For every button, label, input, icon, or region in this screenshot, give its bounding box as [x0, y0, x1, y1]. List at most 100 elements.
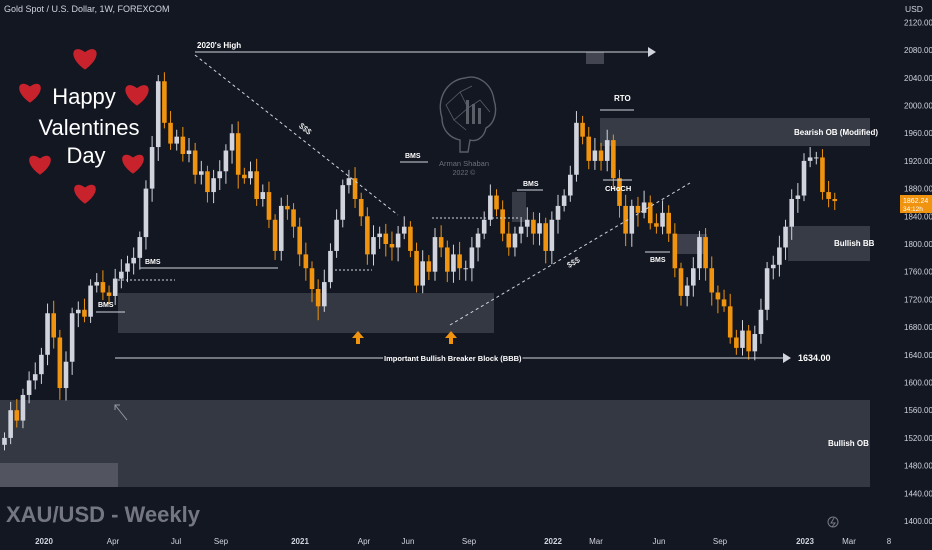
candle [39, 354, 44, 375]
candle [826, 192, 831, 199]
annotation-bms-5: BMS [650, 257, 666, 264]
annotation-2020-high: 2020's High [197, 41, 241, 50]
candle [783, 226, 788, 248]
annotation-bms-1: BMS [98, 302, 114, 309]
annotation-bms-4: BMS [523, 181, 539, 188]
price-tick: 1720.00 [904, 295, 932, 304]
price-tick: 1800.00 [904, 240, 932, 249]
candle [721, 299, 727, 307]
greeting-line-1: Happy [52, 84, 116, 109]
candle [672, 233, 678, 269]
candle [334, 219, 339, 251]
candle [174, 136, 179, 144]
candle [635, 205, 641, 213]
candle [82, 309, 87, 317]
candle [469, 247, 475, 269]
annotation-bearish-ob: Bearish OB (Modified) [794, 128, 878, 137]
time-tick: 2020 [35, 537, 53, 546]
small-ob-zone-1 [586, 52, 604, 64]
annotation-bms-3: BMS [405, 153, 421, 160]
candle [752, 334, 758, 352]
candle [684, 285, 690, 296]
time-tick: Jun [402, 537, 415, 546]
candle [100, 282, 106, 293]
time-axis[interactable]: 2020 Apr Jul Sep 2021 Apr Jun Sep 2022 Mar Jun Sep 2… [35, 537, 892, 546]
candle [789, 198, 794, 227]
candle [266, 192, 272, 220]
candle [137, 237, 143, 258]
candle [666, 212, 671, 234]
header-symbol: Gold Spot / U.S. Dollar, 1W, FOREXCOM [4, 4, 170, 14]
time-tick: Jul [171, 537, 181, 546]
time-tick: Mar [589, 537, 603, 546]
candle [358, 198, 364, 217]
candle [254, 171, 259, 199]
price-tick: 2000.00 [904, 102, 932, 111]
candle [801, 160, 807, 196]
bullish-bb-zone [788, 226, 870, 261]
candle [475, 233, 481, 248]
bullish-ob-zone [0, 400, 870, 487]
candle [383, 233, 389, 244]
greeting-card: Happy Valentines Day [19, 49, 149, 204]
candle [69, 313, 75, 362]
candle [180, 136, 186, 154]
candle [426, 261, 432, 272]
time-tick: Sep [214, 537, 229, 546]
candle [143, 188, 149, 238]
candle [389, 244, 395, 248]
candle [278, 205, 284, 251]
candle [346, 178, 352, 186]
high-2020-arrowhead [648, 47, 656, 57]
candle [217, 171, 223, 179]
candle [106, 292, 112, 296]
bearish-ob-zone [600, 118, 870, 146]
zones-layer [0, 52, 870, 487]
candle [155, 81, 161, 148]
candle [488, 195, 493, 220]
logo-year: 2022 © [453, 169, 477, 177]
candle [611, 140, 616, 179]
candle [205, 171, 210, 193]
candle [248, 171, 253, 179]
candle [641, 202, 647, 213]
heart-icon [73, 49, 97, 70]
candle [568, 174, 573, 196]
candle [285, 205, 290, 210]
pointer-arrowhead [114, 404, 120, 410]
time-tick: Sep [713, 537, 728, 546]
price-tick: 2040.00 [904, 74, 932, 83]
price-tick: 1840.00 [904, 212, 932, 221]
candle [758, 309, 764, 335]
candle [371, 237, 376, 255]
candle [26, 380, 32, 395]
candle [500, 209, 505, 234]
candle [660, 212, 665, 227]
candle [168, 122, 173, 144]
trendline-descending [194, 54, 399, 216]
candle [272, 219, 278, 251]
annotation-1634: 1634.00 [798, 353, 831, 363]
candle [494, 195, 499, 210]
candle [377, 233, 382, 238]
price-tick: 1400.00 [904, 517, 932, 526]
candle [162, 81, 167, 123]
bbb-arrowhead [783, 353, 791, 363]
price-axis[interactable]: USD 2120.00 2080.00 2040.00 2000.00 1960.00 1… [904, 4, 932, 526]
candle [57, 337, 63, 389]
candle [186, 150, 192, 154]
greeting-line-2: Valentines [38, 115, 139, 140]
up-arrow-icon [352, 331, 364, 344]
annotation-choch: CHoCH [605, 184, 631, 193]
chart-watermark: XAU/USD - Weekly [6, 502, 201, 527]
brain-logo: Arman Shaban 2022 © [439, 76, 497, 177]
lightning-icon[interactable] [827, 516, 839, 528]
small-ob-zone-3 [512, 192, 526, 222]
candle [432, 237, 438, 272]
candle [63, 361, 69, 389]
bar-countdown: 34:12h [903, 206, 923, 213]
candle [76, 309, 81, 314]
candle [678, 268, 684, 296]
candle [125, 263, 130, 272]
